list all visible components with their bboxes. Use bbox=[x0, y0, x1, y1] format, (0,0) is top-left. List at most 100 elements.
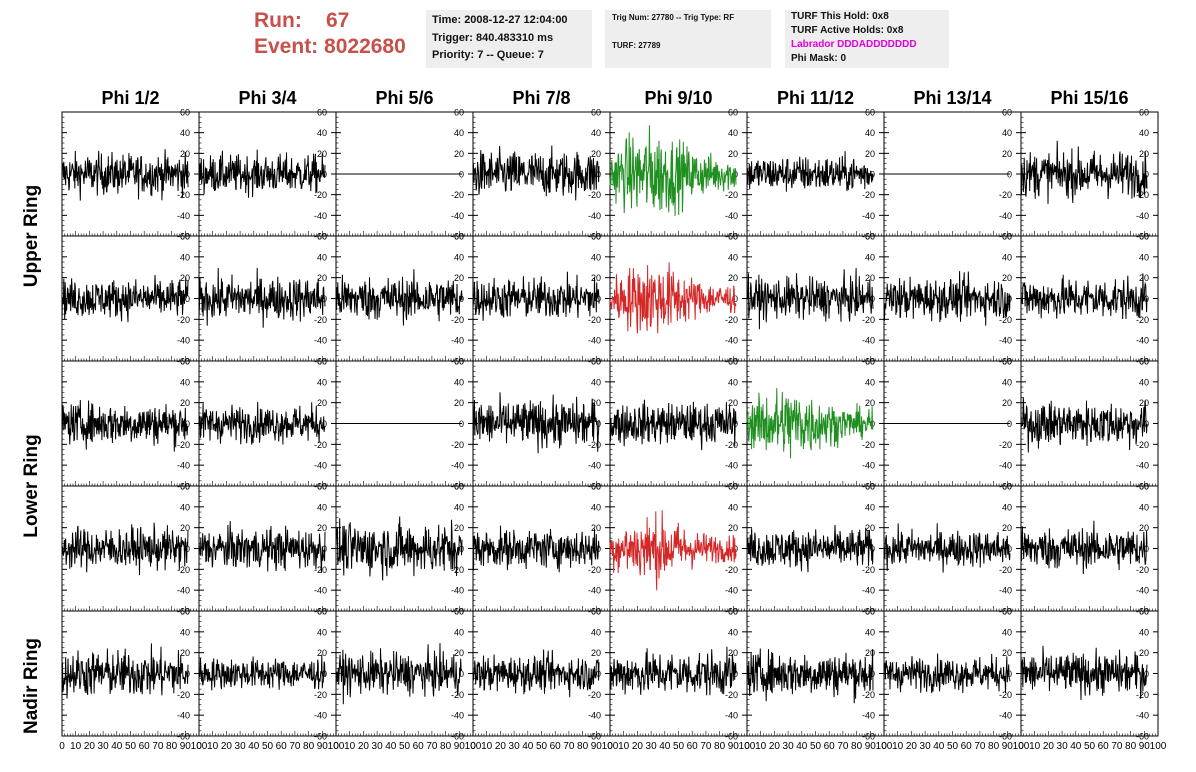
ytick-label-r2-c1-2: -20 bbox=[177, 315, 190, 325]
waveform-trace-r5-c6 bbox=[746, 648, 874, 704]
ytick-label-r1-c6-6: 60 bbox=[865, 108, 875, 118]
ytick-label-r5-c3-0: -60 bbox=[451, 732, 464, 742]
xtick-label-c4-3: 30 bbox=[509, 741, 521, 752]
ytick-label-r1-c6-5: 40 bbox=[865, 128, 875, 138]
ytick-label-r2-c8-6: 60 bbox=[1139, 232, 1149, 242]
column-header-2: Phi 3/4 bbox=[238, 88, 296, 108]
ytick-label-r4-c4-4: 20 bbox=[591, 523, 601, 533]
xtick-label-c7-7: 70 bbox=[974, 741, 986, 752]
ytick-label-r5-c2-2: -20 bbox=[314, 690, 327, 700]
xtick-label-c6-9: 90 bbox=[865, 741, 877, 752]
xtick-label-c1-7: 70 bbox=[152, 741, 164, 752]
ytick-label-r3-c2-6: 60 bbox=[317, 357, 327, 367]
column-header-7: Phi 13/14 bbox=[913, 88, 991, 108]
ytick-label-r5-c5-4: 20 bbox=[728, 648, 738, 658]
ytick-label-r5-c4-0: -60 bbox=[588, 732, 601, 742]
ytick-label-r4-c8-2: -20 bbox=[1136, 565, 1149, 575]
xtick-label-c5-0: 0 bbox=[607, 741, 613, 752]
column-header-6: Phi 11/12 bbox=[777, 88, 854, 108]
ytick-label-r1-c4-2: -20 bbox=[588, 190, 601, 200]
run-value: 67 bbox=[326, 9, 350, 32]
ytick-label-r4-c7-3: 0 bbox=[1007, 544, 1012, 554]
ytick-label-r5-c2-5: 40 bbox=[317, 627, 327, 637]
ytick-label-r1-c1-5: 40 bbox=[180, 128, 190, 138]
waveform-trace-r4-c5 bbox=[609, 510, 737, 591]
xtick-label-c8-0: 0 bbox=[1018, 741, 1024, 752]
xtick-label-c6-10: 100 bbox=[876, 741, 893, 752]
waveform-trace-r2-c5 bbox=[609, 262, 737, 334]
ytick-label-r4-c3-6: 60 bbox=[454, 482, 464, 492]
xtick-label-c5-3: 30 bbox=[646, 741, 658, 752]
ytick-label-r1-c1-1: -40 bbox=[177, 211, 190, 221]
ytick-label-r5-c7-5: 40 bbox=[1002, 627, 1012, 637]
xtick-label-c5-6: 60 bbox=[687, 741, 699, 752]
xtick-label-c8-8: 80 bbox=[1125, 741, 1137, 752]
ytick-label-r3-c8-2: -20 bbox=[1136, 440, 1149, 450]
ytick-label-r2-c2-2: -20 bbox=[314, 315, 327, 325]
xtick-label-c4-0: 0 bbox=[470, 741, 476, 752]
waveform-trace-r5-c1 bbox=[61, 643, 189, 699]
ytick-label-r5-c1-0: -60 bbox=[177, 732, 190, 742]
xtick-label-c3-6: 60 bbox=[413, 741, 425, 752]
ytick-label-r3-c2-5: 40 bbox=[317, 377, 327, 387]
xtick-label-c8-2: 20 bbox=[1043, 741, 1055, 752]
waveform-trace-r3-c4 bbox=[472, 392, 600, 454]
xtick-label-c1-1: 10 bbox=[70, 741, 82, 752]
ytick-label-r3-c7-5: 40 bbox=[1002, 377, 1012, 387]
ytick-label-r4-c4-2: -20 bbox=[588, 565, 601, 575]
waveform-trace-r2-c2 bbox=[198, 267, 326, 328]
run-label: Run: bbox=[254, 9, 302, 32]
ytick-label-r3-c7-6: 60 bbox=[1002, 357, 1012, 367]
waveform-trace-r1-c8 bbox=[1020, 140, 1148, 204]
xtick-label-c3-3: 30 bbox=[372, 741, 384, 752]
xtick-label-c6-5: 50 bbox=[810, 741, 822, 752]
ytick-label-r5-c5-6: 60 bbox=[728, 607, 738, 617]
ytick-label-r5-c4-5: 40 bbox=[591, 627, 601, 637]
ytick-label-r2-c7-6: 60 bbox=[1002, 232, 1012, 242]
ytick-label-r3-c1-6: 60 bbox=[180, 357, 190, 367]
ytick-label-r4-c6-1: -40 bbox=[862, 586, 875, 596]
xtick-label-c2-3: 30 bbox=[235, 741, 247, 752]
ring-label-2: Lower Ring bbox=[21, 434, 42, 537]
ytick-label-r5-c6-1: -40 bbox=[862, 711, 875, 721]
xtick-label-c2-1: 10 bbox=[207, 741, 219, 752]
xtick-label-c3-8: 80 bbox=[440, 741, 452, 752]
event-value: 8022680 bbox=[324, 35, 406, 58]
ytick-label-r2-c8-1: -40 bbox=[1136, 336, 1149, 346]
ytick-label-r1-c8-6: 60 bbox=[1139, 108, 1149, 118]
ytick-label-r3-c3-4: 20 bbox=[454, 398, 464, 408]
xtick-label-c4-2: 20 bbox=[495, 741, 507, 752]
xtick-label-c3-10: 100 bbox=[465, 741, 482, 752]
xtick-label-c2-7: 70 bbox=[289, 741, 301, 752]
ytick-label-r1-c2-2: -20 bbox=[314, 190, 327, 200]
ytick-label-r5-c1-2: -20 bbox=[177, 690, 190, 700]
ytick-label-r4-c4-1: -40 bbox=[588, 586, 601, 596]
ytick-label-r5-c2-6: 60 bbox=[317, 607, 327, 617]
ytick-label-r1-c8-2: -20 bbox=[1136, 190, 1149, 200]
xtick-label-c7-8: 80 bbox=[988, 741, 1000, 752]
ytick-label-r2-c4-6: 60 bbox=[591, 232, 601, 242]
phi-mask-text: Phi Mask: 0 bbox=[791, 53, 847, 64]
ytick-label-r1-c4-5: 40 bbox=[591, 128, 601, 138]
ytick-label-r5-c3-4: 20 bbox=[454, 648, 464, 658]
waveform-trace-r2-c8 bbox=[1020, 273, 1148, 320]
ytick-label-r1-c1-2: -20 bbox=[177, 190, 190, 200]
ytick-label-r5-c2-0: -60 bbox=[314, 732, 327, 742]
ytick-label-r4-c2-6: 60 bbox=[317, 482, 327, 492]
waveform-trace-r4-c7 bbox=[883, 523, 1011, 573]
xtick-label-c5-9: 90 bbox=[728, 741, 740, 752]
ytick-label-r4-c6-2: -20 bbox=[862, 565, 875, 575]
ytick-label-r4-c1-3: 0 bbox=[185, 544, 190, 554]
ytick-label-r3-c8-1: -40 bbox=[1136, 461, 1149, 471]
ytick-label-r2-c7-1: -40 bbox=[999, 336, 1012, 346]
trigger-text: Trigger: 840.483310 ms bbox=[432, 31, 554, 44]
xtick-label-c8-4: 40 bbox=[1070, 741, 1082, 752]
xtick-label-c2-4: 40 bbox=[248, 741, 260, 752]
ytick-label-r2-c6-5: 40 bbox=[865, 252, 875, 262]
xtick-label-c1-8: 80 bbox=[166, 741, 178, 752]
ytick-label-r2-c3-6: 60 bbox=[454, 232, 464, 242]
ytick-label-r1-c5-1: -40 bbox=[725, 211, 738, 221]
ytick-label-r4-c6-5: 40 bbox=[865, 502, 875, 512]
xtick-label-c1-4: 40 bbox=[111, 741, 123, 752]
ytick-label-r4-c1-5: 40 bbox=[180, 502, 190, 512]
